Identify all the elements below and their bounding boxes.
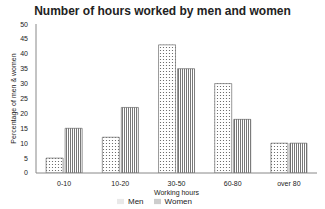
- svg-text:10: 10: [20, 140, 28, 147]
- svg-text:20: 20: [20, 110, 28, 117]
- svg-text:0: 0: [24, 169, 28, 176]
- html-text:Number of hours worked by men: Number of hours worked by men and women: [34, 4, 291, 18]
- svg-text:45: 45: [20, 35, 28, 42]
- svg-text:35: 35: [20, 65, 28, 72]
- svg-text:Working hours: Working hours: [154, 189, 200, 197]
- svg-text:10-20: 10-20: [111, 180, 129, 187]
- html-text:Men: Men: [128, 197, 144, 206]
- svg-text:60-80: 60-80: [224, 180, 242, 187]
- svg-text:50: 50: [20, 22, 28, 27]
- svg-text:40: 40: [20, 50, 28, 57]
- html-text:Women: Women: [164, 197, 192, 206]
- svg-text:15: 15: [20, 125, 28, 132]
- svg-text:25: 25: [20, 95, 28, 102]
- svg-text:30-50: 30-50: [168, 180, 186, 187]
- svg-text:5: 5: [24, 155, 28, 162]
- svg-text:0-10: 0-10: [57, 180, 71, 187]
- svg-text:30: 30: [20, 80, 28, 87]
- svg-text:Percentage of men & women: Percentage of men & women: [10, 53, 18, 143]
- svg-text:over 80: over 80: [277, 180, 300, 187]
